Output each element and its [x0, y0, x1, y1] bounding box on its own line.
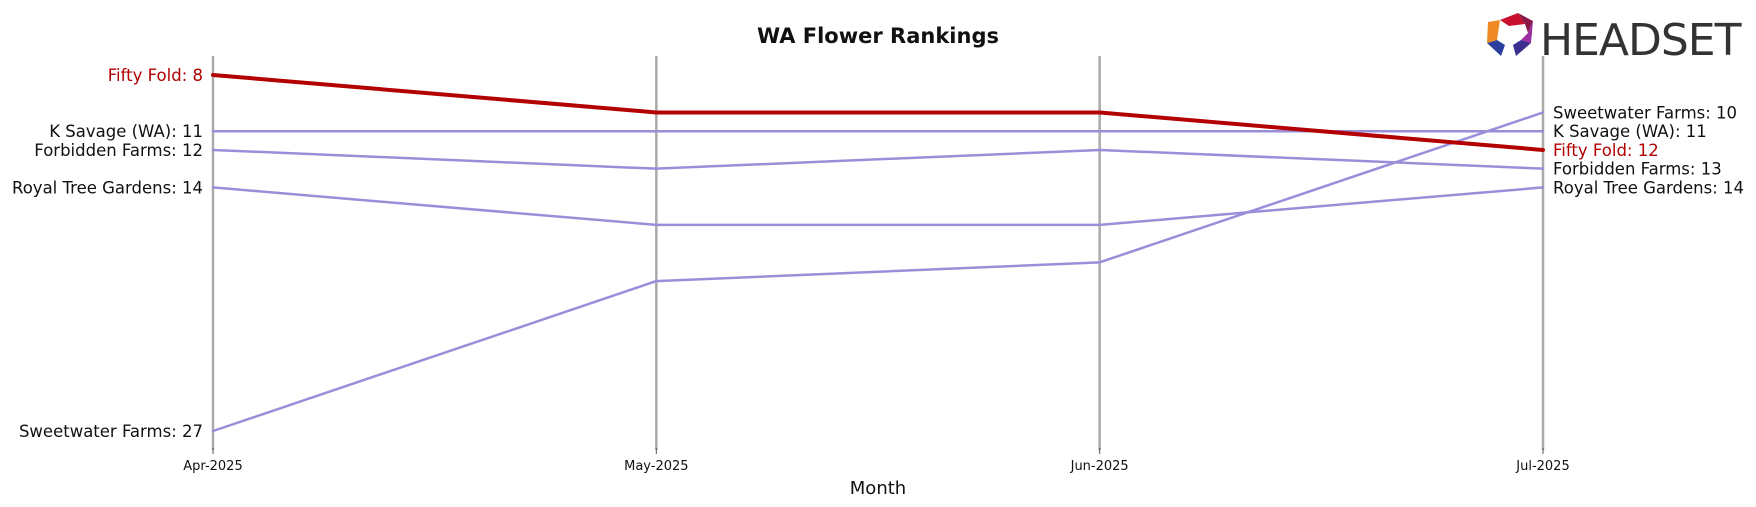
end-rank-label: Forbidden Farms: 13: [1553, 160, 1722, 179]
rank-labels: Fifty Fold: 8K Savage (WA): 11Forbidden …: [12, 66, 1744, 441]
start-rank-label: Fifty Fold: 8: [108, 66, 203, 85]
start-rank-label: Forbidden Farms: 12: [34, 141, 203, 160]
chart-title: WA Flower Rankings: [757, 24, 999, 48]
logo-text: HEADSET: [1540, 15, 1742, 66]
headset-logo-icon: [1487, 13, 1533, 56]
series-line-royal-tree-gardens: [211, 186, 1545, 227]
end-rank-label: Royal Tree Gardens: 14: [1553, 178, 1744, 197]
x-tick-label: Jul-2025: [1515, 459, 1569, 474]
x-tick-label: Apr-2025: [183, 459, 242, 474]
start-rank-label: Royal Tree Gardens: 14: [12, 178, 203, 197]
grid-lines: [211, 56, 1545, 450]
series-line-sweetwater-farms: [211, 111, 1545, 433]
start-rank-label: Sweetwater Farms: 27: [19, 422, 203, 441]
x-tick-label: May-2025: [624, 459, 688, 474]
end-rank-label: K Savage (WA): 11: [1553, 122, 1707, 141]
series-line-fifty-fold: [211, 73, 1545, 152]
headset-logo: HEADSET: [1487, 13, 1743, 66]
end-rank-label: Sweetwater Farms: 10: [1553, 103, 1737, 122]
x-axis-title: Month: [850, 478, 906, 499]
end-rank-label: Fifty Fold: 12: [1553, 141, 1659, 160]
x-axis-ticks: Apr-2025 May-2025 Jun-2025 Jul-2025: [183, 448, 1570, 474]
series-line-forbidden-farms: [211, 148, 1545, 170]
x-tick-label: Jun-2025: [1070, 459, 1129, 474]
start-rank-label: K Savage (WA): 11: [49, 122, 203, 141]
series-lines: [211, 73, 1545, 433]
